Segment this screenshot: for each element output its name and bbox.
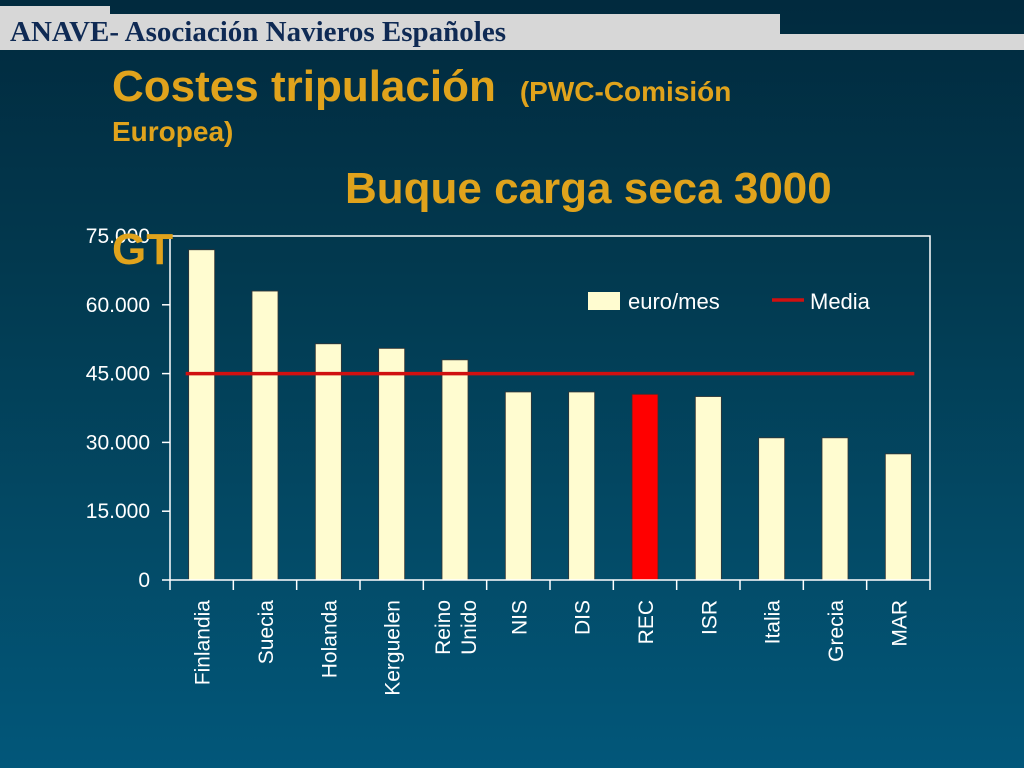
bar-holanda [314,343,342,581]
title-main-text: Costes tripulación [112,62,496,111]
x-category-label: MAR [888,600,911,647]
bar-mar [884,453,912,581]
y-tick-label: 60.000 [86,294,150,317]
y-tick-label: 0 [138,569,150,592]
x-category-label: Suecia [255,600,278,665]
x-category-label: Unido [458,600,481,655]
x-category-label: Italia [762,600,785,645]
header-tab-decoration [0,6,110,16]
x-category-label: Kerguelen [382,600,405,696]
bar-dis [568,391,596,581]
title-source-continued: Europea) [112,116,234,147]
bar-kerguelen [378,347,406,581]
chart-subtitle-continued: GT [112,225,174,274]
x-category-label: Reino [432,600,455,655]
x-category-label: Holanda [318,600,341,679]
bar-italia [758,437,786,581]
header-bar [0,14,780,50]
slide-title: Costes tripulación (PWC-Comisión [112,62,731,112]
bar-suecia [251,290,279,581]
legend-bar-swatch [588,292,620,310]
organization-title: ANAVE- Asociación Navieros Españoles [10,16,507,48]
plot-border [170,235,931,580]
header-strip [780,34,1024,50]
bar-finlandia [188,249,216,581]
x-category-label: NIS [508,600,531,635]
bar-grecia [821,437,849,581]
y-tick-label: 45.000 [86,363,150,386]
bar-isr [694,396,722,581]
bar-reino-unido [441,359,469,581]
legend-bar-label: euro/mes [628,289,720,314]
chart-subtitle: Buque carga seca 3000 [345,164,832,213]
x-category-label: Grecia [825,600,848,662]
x-category-label: Finlandia [192,600,215,686]
x-category-label: REC [635,600,658,644]
bar-nis [504,391,532,581]
legend-line-label: Media [810,289,871,314]
y-tick-label: 15.000 [86,500,150,523]
y-tick-label: 75.000 [86,225,150,248]
y-tick-label: 30.000 [86,431,150,454]
x-category-label: DIS [572,600,595,635]
title-source-text: (PWC-Comisión [519,76,732,107]
bar-rec [631,393,659,581]
x-category-label: ISR [698,600,721,635]
